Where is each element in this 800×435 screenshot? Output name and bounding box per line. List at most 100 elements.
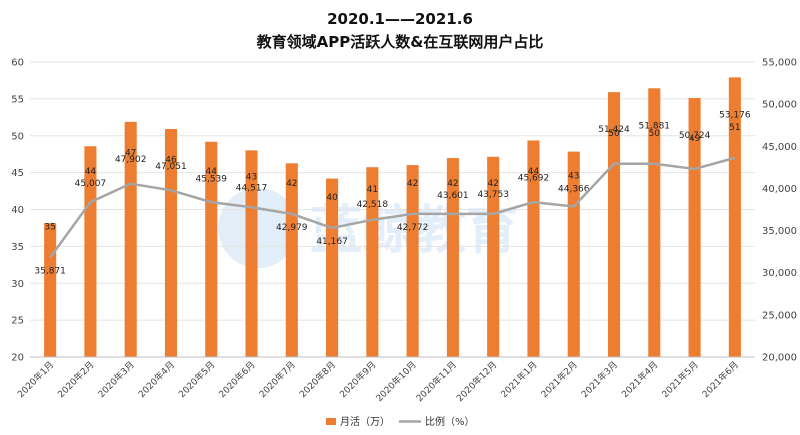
bar [487,156,500,357]
ratio-data-label: 49 [689,134,701,144]
bar-data-label: 44,517 [236,183,268,193]
bar-series: 35,871 45,007 47,902 47,051 45,539 44,517 42,9… [34,77,751,358]
ratio-data-label: 42 [447,179,458,189]
x-tick-label: 2021年6月 [700,359,741,400]
bar [285,163,298,357]
bar-data-label: 47,902 [115,155,147,165]
ratio-data-label: 50 [649,129,661,139]
y-left-tick-label: 45 [11,168,24,179]
y-left-tick-label: 55 [11,94,24,105]
bar [245,150,258,357]
ratio-data-label: 44 [206,167,218,177]
y-left-tick-label: 50 [11,131,24,142]
bar-data-label: 53,176 [719,110,751,120]
x-tick-label: 2020年6月 [216,359,257,400]
x-tick-label: 2020年9月 [337,359,378,400]
x-tick-label: 2021年3月 [579,359,620,400]
bar-data-label: 51,881 [639,121,671,131]
bar [527,140,540,357]
whale-logo-icon [218,188,298,268]
ratio-data-label: 40 [326,193,338,203]
y-right-tick-label: 30,000 [762,268,797,279]
ratio-data-label: 46 [165,155,177,165]
x-tick-label: 2021年2月 [538,359,579,400]
x-tick-label: 2020年5月 [176,359,217,400]
x-tick-label: 2020年10月 [373,359,419,405]
bar [44,223,57,357]
x-tick-label: 2021年1月 [498,359,539,400]
y-left-tick-label: 60 [11,58,24,69]
bar-data-label: 45,692 [518,173,550,183]
bar-data-label: 47,051 [155,162,187,172]
chart-title-line1: 2020.1——2021.6 [327,10,473,28]
y-left-tick-label: 20 [11,353,24,364]
y-left-tick-label: 30 [11,279,24,290]
x-tick-label: 2020年3月 [95,359,136,400]
bar [648,88,661,358]
ratio-data-label: 35 [44,222,55,232]
ratio-data-label: 47 [125,149,136,159]
line-series: 35 44 47 46 44 43 42 40 41 42 42 42 44 43 50 50 49 51 [44,123,741,259]
ratio-data-label: 44 [85,167,97,177]
bar-data-label: 45,539 [196,175,228,185]
x-tick-label: 2020年7月 [256,359,297,400]
bar [728,77,741,357]
y-axis-right: 20,000 25,000 30,000 35,000 40,000 45,000 50,0… [762,58,797,364]
bar [124,121,137,358]
bar-data-label: 42,979 [276,223,308,233]
ratio-data-label: 41 [367,185,378,195]
x-axis: 2020年1月 2020年2月 2020年3月 2020年4月 2020年5月 2020年… [15,356,755,405]
bar [567,151,580,357]
y-right-tick-label: 20,000 [762,353,797,364]
y-right-tick-label: 40,000 [762,184,797,195]
bar [607,92,621,358]
y-right-tick-label: 55,000 [762,58,797,69]
bar [688,98,701,357]
bar-data-label: 50,724 [679,131,711,141]
y-right-tick-label: 35,000 [762,226,797,237]
x-tick-label: 2021年4月 [619,359,660,400]
x-tick-label: 2020年2月 [55,359,96,400]
ratio-data-label: 51 [729,123,740,133]
bar [366,167,379,357]
x-tick-label: 2020年4月 [136,359,177,400]
ratio-data-label: 42 [286,179,297,189]
x-tick-label: 2020年11月 [414,359,460,405]
bar [205,141,218,357]
x-tick-label: 2020年8月 [297,359,338,400]
y-left-tick-label: 35 [11,242,24,253]
ratio-data-label: 42 [487,179,498,189]
y-axis-left: 20 25 30 35 40 45 50 55 60 [11,58,24,364]
bar [446,158,459,357]
bar-data-label: 45,007 [75,179,107,189]
y-left-tick-label: 40 [11,205,24,216]
ratio-line [49,156,736,259]
legend-line-label: 比例（%） [425,415,475,428]
bar-data-label: 42,518 [357,200,389,210]
y-right-tick-label: 45,000 [762,142,797,153]
gridlines [30,61,755,358]
bar-data-label: 35,871 [34,266,66,276]
y-right-tick-label: 50,000 [762,100,797,111]
y-right-tick-label: 25,000 [762,310,797,321]
ratio-data-label: 44 [528,167,540,177]
bar-data-label: 43,601 [437,191,469,201]
legend-bar-swatch [326,418,336,425]
x-tick-label: 2021年5月 [659,359,700,400]
chart-title-line2: 教育领域APP活跃人数&在互联网用户占比 [256,33,544,51]
x-tick-label: 2020年1月 [15,359,56,400]
legend-bar-label: 月活（万） [340,416,390,428]
bar [84,146,97,357]
ratio-data-label: 50 [608,129,620,139]
bar-data-label: 43,753 [477,190,509,200]
bar [326,178,339,357]
bar-data-label: 42,772 [397,223,429,233]
ratio-data-label: 43 [568,172,579,182]
bar-data-label: 44,366 [558,185,590,195]
bar [406,165,419,357]
y-left-tick-label: 25 [11,316,24,327]
bar-data-label: 51,424 [598,125,630,135]
ratio-data-label: 43 [246,172,257,182]
bar-data-label: 41,167 [316,237,348,247]
